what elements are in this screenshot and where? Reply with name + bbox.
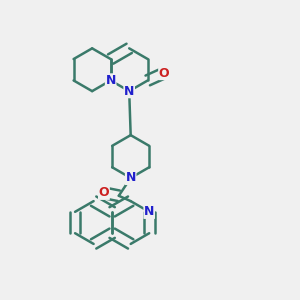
Text: O: O [159,67,170,80]
Text: N: N [144,205,154,218]
Text: N: N [124,85,134,98]
Text: N: N [106,74,116,87]
Text: O: O [99,186,109,199]
Text: N: N [125,171,136,184]
